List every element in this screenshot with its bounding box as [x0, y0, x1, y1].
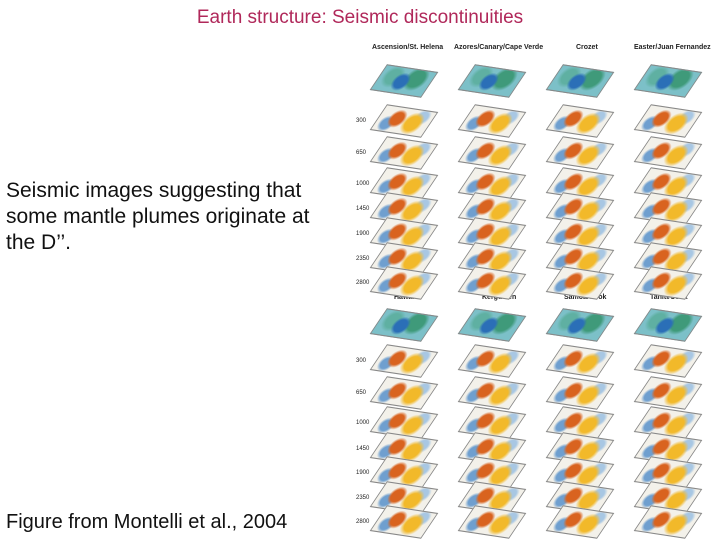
tomography-slice: [633, 505, 703, 539]
caption-text: Seismic images suggesting that some mant…: [6, 179, 310, 254]
depth-label: 2350: [356, 256, 370, 262]
tomography-slice: [369, 104, 439, 138]
tomography-slice: [545, 104, 615, 138]
tomography-slice: [633, 266, 703, 300]
map-slice: [369, 308, 439, 342]
map-slice: [545, 308, 615, 342]
tomography-slice: [369, 344, 439, 378]
tomography-slice: [369, 505, 439, 539]
depth-label: 2800: [356, 519, 370, 525]
panel-title: Ascension/St. Helena: [372, 44, 444, 51]
depth-label: 1900: [356, 470, 370, 476]
tomography-slice: [545, 505, 615, 539]
depth-label: 1450: [356, 446, 370, 452]
map-slice: [545, 64, 615, 98]
map-slice: [633, 308, 703, 342]
tomography-slice: [633, 104, 703, 138]
depth-label: 2800: [356, 280, 370, 286]
tomography-slice: [457, 505, 527, 539]
tomography-slice: [545, 136, 615, 170]
panel-title: Tahiti/Cook: [650, 294, 688, 301]
tomography-figure: Ascension/St. Helena Azores/Canary/Cape …: [338, 36, 720, 540]
tomography-slice: [633, 136, 703, 170]
tomography-slice: [369, 376, 439, 410]
depth-label: 650: [356, 390, 367, 396]
depth-label: 300: [356, 358, 367, 364]
tomography-slice: [633, 376, 703, 410]
map-slice: [369, 64, 439, 98]
tomography-slice: [457, 344, 527, 378]
tomography-slice: [633, 344, 703, 378]
depth-label: 1450: [356, 206, 370, 212]
tomography-slice: [457, 104, 527, 138]
depth-label: 650: [356, 150, 367, 156]
depth-label: 2350: [356, 495, 370, 501]
figure-credit: Figure from Montelli et al., 2004: [6, 511, 288, 533]
tomography-slice: [545, 344, 615, 378]
depth-label: 1000: [356, 181, 370, 187]
tomography-slice: [457, 136, 527, 170]
depth-label: 1000: [356, 420, 370, 426]
map-slice: [457, 64, 527, 98]
tomography-slice: [369, 136, 439, 170]
slide-title: Earth structure: Seismic discontinuities: [196, 7, 524, 28]
depth-label: 300: [356, 118, 367, 124]
panel-title: Azores/Canary/Cape Verde: [454, 44, 544, 51]
panel-title: Easter/Juan Fernandez: [634, 44, 711, 51]
map-slice: [457, 308, 527, 342]
tomography-slice: [369, 266, 439, 300]
panel-title: Crozet: [576, 44, 598, 51]
map-slice: [633, 64, 703, 98]
tomography-slice: [457, 376, 527, 410]
tomography-slice: [545, 376, 615, 410]
depth-label: 1900: [356, 231, 370, 237]
